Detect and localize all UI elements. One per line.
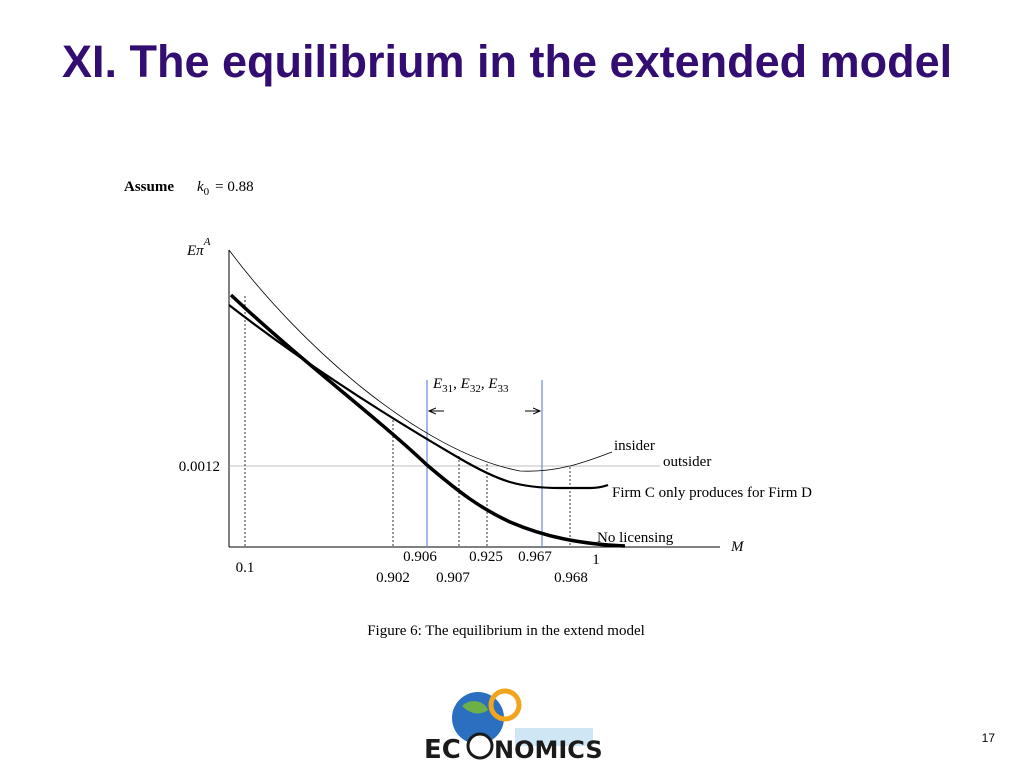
- assume-word: Assume: [124, 179, 174, 195]
- slide-title: XI. The equilibrium in the extended mode…: [62, 36, 953, 87]
- k-expression: = 0.88: [215, 179, 253, 195]
- y-tick-label: 0.0012: [179, 459, 220, 475]
- curve-label: outsider: [663, 454, 711, 470]
- y-axis-label: EπA: [186, 236, 211, 259]
- logo: EC NOMICS: [424, 688, 603, 765]
- x-tick-label: 0.925: [469, 549, 503, 565]
- logo-text: EC: [424, 735, 461, 765]
- eq-subscript: 32: [470, 383, 481, 395]
- eq-symbol: E: [460, 376, 470, 392]
- x-axis-label: M: [730, 539, 745, 555]
- x-tick-label: 0.906: [403, 549, 437, 565]
- equilibria-label: E31, E32, E33: [432, 376, 509, 395]
- eq-subscript: 31: [442, 383, 453, 395]
- x-tick-label: 0.968: [554, 570, 588, 586]
- outsider-curve: [228, 249, 613, 472]
- x-tick-label: 0.907: [436, 570, 470, 586]
- y-symbol: Eπ: [186, 243, 204, 259]
- curve-label: insider: [614, 438, 655, 454]
- k-subscript: 0: [204, 186, 210, 198]
- eq-symbol: E: [432, 376, 442, 392]
- logo-text: NOMICS: [494, 736, 603, 764]
- y-superscript: A: [203, 236, 211, 248]
- curve-label: Firm C only produces for Firm D: [612, 485, 812, 501]
- k-symbol: k: [197, 179, 204, 195]
- no-licensing-curve: [229, 293, 626, 548]
- x-tick-label: 0.902: [376, 570, 410, 586]
- x-tick-label: 0.967: [518, 549, 552, 565]
- page-number: 17: [982, 731, 996, 745]
- assume-formula: k0 = 0.88: [197, 179, 254, 198]
- eq-symbol: E: [487, 376, 497, 392]
- eq-separator: ,: [481, 376, 485, 392]
- eq-subscript: 33: [498, 383, 510, 395]
- eq-separator: ,: [453, 376, 457, 392]
- curve-label: No licensing: [597, 530, 674, 546]
- x-tick-label: 1: [592, 552, 600, 568]
- firm-c-curve: [228, 304, 609, 490]
- figure-caption: Figure 6: The equilibrium in the extend …: [367, 623, 645, 639]
- x-tick-label: 0.1: [236, 560, 255, 576]
